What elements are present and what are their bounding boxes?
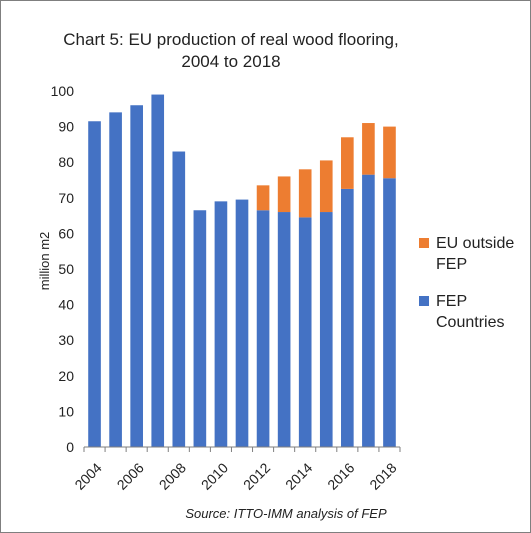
y-tick-label: 70 — [58, 190, 74, 206]
bar-fep-countries-2005 — [109, 112, 122, 448]
bar-eu-outside-fep-2018 — [383, 126, 396, 179]
chart-title-line2: 2004 to 2018 — [181, 52, 281, 71]
y-tick-label: 80 — [58, 154, 74, 170]
legend-item-eu-outside-fep: EU outside FEP — [419, 233, 526, 275]
y-tick-label: 10 — [58, 403, 74, 419]
y-tick-label: 0 — [66, 439, 74, 455]
x-tick-label: 2014 — [282, 459, 315, 492]
bar-fep-countries-2010 — [214, 201, 228, 447]
x-tick-label: 2010 — [198, 459, 231, 492]
x-axis — [83, 446, 401, 452]
x-tick-label: 2016 — [324, 459, 357, 492]
legend-swatch-eu-outside-fep — [419, 238, 429, 248]
bar-fep-countries-2016 — [341, 188, 354, 447]
y-tick-label: 90 — [58, 119, 74, 135]
bar-fep-countries-2011 — [235, 199, 249, 447]
y-tick-label: 30 — [58, 332, 74, 348]
source-note: Source: ITTO-IMM analysis of FEP — [185, 506, 387, 521]
bar-eu-outside-fep-2017 — [362, 123, 375, 175]
legend-label-eu-outside-fep: EU outside FEP — [436, 233, 526, 275]
bar-fep-countries-2012 — [256, 210, 270, 447]
bar-eu-outside-fep-2013 — [277, 176, 291, 213]
chart-title-line1: Chart 5: EU production of real wood floo… — [63, 30, 399, 49]
legend-label-eu-outside-fep-line2: FEP — [436, 256, 468, 273]
chart-title: Chart 5: EU production of real wood floo… — [41, 29, 421, 73]
bar-fep-countries-2013 — [277, 212, 291, 447]
bar-fep-countries-2008 — [172, 151, 186, 447]
x-tick-label: 2012 — [240, 459, 273, 492]
y-tick-label: 100 — [51, 83, 75, 99]
y-tick-label: 20 — [58, 368, 74, 384]
x-tick-label: 2006 — [114, 459, 147, 492]
y-axis-ticks: 0 10 20 30 40 50 60 70 80 90 100 — [51, 83, 75, 455]
bar-fep-countries-2009 — [193, 210, 207, 447]
legend-swatch-fep-countries — [419, 296, 429, 306]
bar-eu-outside-fep-2012 — [256, 185, 270, 211]
bar-fep-countries-2006 — [130, 105, 143, 448]
bar-fep-countries-2004 — [88, 121, 101, 447]
bar-eu-outside-fep-2016 — [341, 137, 354, 189]
bars — [88, 94, 396, 448]
x-tick-label: 2004 — [71, 459, 104, 492]
bar-eu-outside-fep-2014 — [298, 169, 312, 218]
x-tick-label: 2018 — [366, 459, 399, 492]
y-tick-label: 60 — [58, 225, 74, 241]
x-tick-label: 2008 — [156, 459, 189, 492]
legend-label-fep-countries-line2: Countries — [436, 314, 505, 331]
x-axis-tick-labels: 2004 2006 2008 2010 2012 2014 2016 2018 — [71, 459, 399, 492]
bar-fep-countries-2015 — [319, 212, 333, 447]
bar-eu-outside-fep-2015 — [319, 160, 333, 213]
legend: EU outside FEP FEP Countries — [419, 233, 526, 349]
bar-fep-countries-2007 — [151, 94, 165, 447]
bar-fep-countries-2017 — [362, 174, 375, 447]
legend-label-fep-countries: FEP Countries — [436, 291, 526, 333]
bar-fep-countries-2018 — [383, 178, 396, 447]
bar-fep-countries-2014 — [298, 217, 312, 447]
y-tick-label: 50 — [58, 261, 74, 277]
legend-item-fep-countries: FEP Countries — [419, 291, 526, 333]
legend-label-fep-countries-line1: FEP — [436, 293, 468, 310]
y-tick-label: 40 — [58, 297, 74, 313]
legend-label-eu-outside-fep-line1: EU outside — [436, 235, 515, 252]
